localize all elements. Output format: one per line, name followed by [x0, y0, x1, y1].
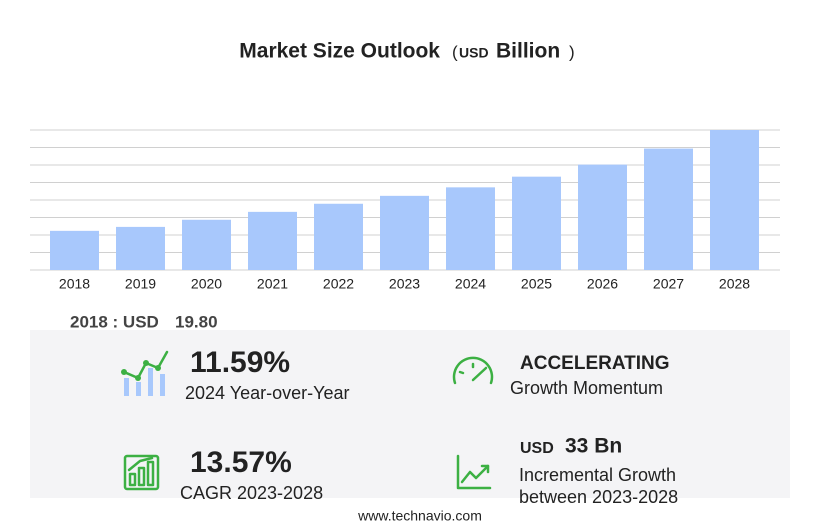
- bar: [644, 148, 693, 270]
- footer: www.technavio.com: [357, 508, 482, 524]
- x-tick-label: 2023: [389, 276, 420, 292]
- kpi-caption: between 2023-2028: [519, 487, 678, 507]
- x-tick-label: 2021: [257, 276, 288, 292]
- kpi-caption: CAGR 2023-2028: [180, 483, 323, 503]
- x-tick-label: 2022: [323, 276, 354, 292]
- kpi-value: 11.59%: [190, 346, 290, 379]
- kpi-caption: 2024 Year-over-Year: [185, 383, 349, 403]
- x-tick-label: 2018: [59, 276, 90, 292]
- growth-icon: [456, 454, 492, 490]
- highlight-value: 19.80: [175, 312, 218, 331]
- bar: [50, 230, 99, 270]
- kpi-value: 13.57%: [190, 446, 292, 479]
- x-tick-label: 2020: [191, 276, 222, 292]
- unit-close: ): [569, 42, 575, 61]
- x-tick-label: 2027: [653, 276, 684, 292]
- x-tick-label: 2026: [587, 276, 618, 292]
- bar: [182, 219, 231, 270]
- cagr-icon: [123, 454, 160, 491]
- bar: [578, 164, 627, 270]
- plot: 2018 2019 2020 2021 2022 2023 2024 2025 2026 2027…: [50, 130, 759, 292]
- highlight-label: 2018 : USD: [70, 312, 159, 331]
- x-tick-label: 2025: [521, 276, 552, 292]
- bar: [314, 203, 363, 270]
- bar: [380, 195, 429, 270]
- x-tick-label: 2028: [719, 276, 750, 292]
- yoy-icon: [121, 350, 169, 396]
- kpi-currency: USD: [520, 440, 554, 457]
- unit-currency: USD: [459, 45, 489, 61]
- bar: [116, 226, 165, 270]
- momentum-icon: [452, 356, 494, 385]
- x-tick-label: 2024: [455, 276, 486, 292]
- bar: [710, 130, 759, 270]
- bar: [512, 176, 561, 270]
- unit-open: (: [452, 42, 458, 61]
- unit-scale: Billion: [496, 40, 560, 63]
- kpi-caption: Growth Momentum: [510, 378, 663, 398]
- kpi-caption: Incremental Growth: [519, 465, 676, 485]
- chart-title: Market Size Outlook: [239, 40, 440, 63]
- bar: [248, 211, 297, 270]
- bar: [446, 187, 495, 270]
- kpi-panel: [30, 330, 790, 498]
- kpi-value: 33 Bn: [565, 435, 622, 458]
- kpi-value: ACCELERATING: [520, 353, 670, 374]
- x-tick-label: 2019: [125, 276, 156, 292]
